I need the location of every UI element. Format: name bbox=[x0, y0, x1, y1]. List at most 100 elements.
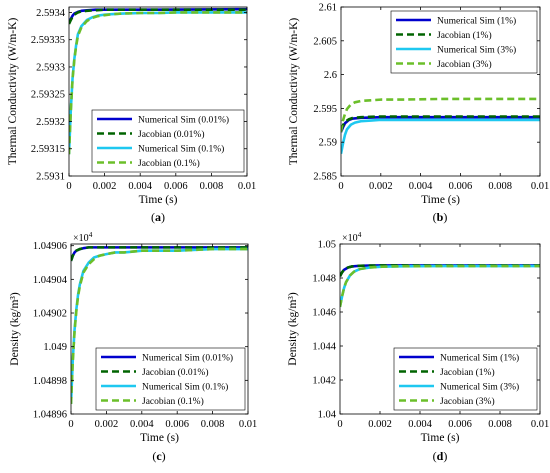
x-tick-label: 0.008 bbox=[488, 181, 512, 192]
y-tick-label: 1.04898 bbox=[33, 376, 67, 387]
axes-frame bbox=[70, 243, 249, 415]
legend-entry-label: Numerical Sim (0.01%) bbox=[142, 353, 233, 364]
y-exponent-label: ×104 bbox=[342, 230, 362, 244]
legend-entry-label: Numerical Sim (0.1%) bbox=[142, 382, 228, 393]
axes-frame bbox=[68, 6, 248, 177]
series-line-4 bbox=[69, 11, 247, 155]
y-axis-label: Density (kg/m³) bbox=[287, 292, 299, 366]
y-tick-label: 2.6 bbox=[324, 70, 337, 81]
legend-entry-label: Jacobian (0.01%) bbox=[138, 129, 204, 140]
legend-entry-label: Numerical Sim (0.1%) bbox=[138, 144, 224, 155]
x-tick-label: 0.008 bbox=[201, 419, 225, 430]
legend-entry-label: Jacobian (3%) bbox=[440, 396, 495, 407]
y-tick-label: 1.04902 bbox=[33, 309, 67, 320]
legend-entry-label: Jacobian (0.1%) bbox=[142, 396, 204, 407]
series-group bbox=[340, 264, 540, 308]
x-tick-label: 0.002 bbox=[369, 181, 393, 192]
series-line-1 bbox=[71, 246, 248, 262]
x-tick-label: 0 bbox=[338, 181, 343, 192]
legend: Numerical Sim (1%) Jacobian (1%) Numerical… bbox=[393, 347, 538, 411]
x-axis-label: Time (s) bbox=[421, 194, 460, 206]
y-axis-label: Thermal Conductivity (W/m-K) bbox=[7, 18, 19, 166]
series-line-2 bbox=[340, 264, 540, 277]
x-tick-label: 0 bbox=[66, 181, 71, 192]
series-line-2 bbox=[341, 115, 540, 131]
x-tick-label: 0.01 bbox=[531, 419, 549, 430]
legend-box bbox=[390, 10, 538, 74]
series-group bbox=[69, 7, 247, 155]
legend-entry-label: Jacobian (3%) bbox=[437, 59, 492, 70]
y-tick-label: 2.5931 bbox=[36, 172, 65, 183]
legend-entry-label: Numerical Sim (0.01%) bbox=[138, 115, 229, 126]
x-tick-label: 0.006 bbox=[165, 419, 189, 430]
series-group bbox=[71, 246, 248, 404]
y-tick-label: 1.04904 bbox=[33, 275, 68, 286]
x-tick-label: 0.002 bbox=[368, 419, 392, 430]
x-tick-label: 0.004 bbox=[130, 419, 154, 430]
y-tick-label: 1.044 bbox=[312, 342, 336, 353]
chart-panel-c: 0 0.002 0.004 0.006 0.008 0.01 1.04896 1.04898 1… bbox=[9, 230, 257, 463]
y-tick-label: 1.042 bbox=[312, 376, 336, 387]
legend-box bbox=[95, 347, 246, 411]
y-tick-label: 2.5934 bbox=[36, 8, 66, 19]
y-tick-label: 2.585 bbox=[313, 172, 337, 183]
x-tick-label: 0 bbox=[68, 419, 73, 430]
x-tick-label: 0.006 bbox=[164, 181, 188, 192]
legend-entry-label: Jacobian (0.01%) bbox=[142, 367, 208, 378]
legend-box bbox=[91, 109, 245, 173]
y-tick-label: 1.049 bbox=[43, 342, 67, 353]
y-tick-label: 2.59315 bbox=[31, 144, 65, 155]
legend: Numerical Sim (0.01%) Jacobian (0.01%) Num… bbox=[91, 109, 245, 173]
y-tick-label: 2.595 bbox=[313, 104, 337, 115]
y-tick-label: 1.05 bbox=[318, 240, 336, 251]
axes-frame bbox=[339, 243, 541, 415]
y-tick-label: 1.048 bbox=[312, 274, 336, 285]
chart-panel-a: 0 0.002 0.004 0.006 0.008 0.01 2.5931 2.59315 2.… bbox=[7, 6, 256, 224]
chart-panel-d: 0 0.002 0.004 0.006 0.008 0.01 1.04 1.042 1.044 1… bbox=[287, 230, 549, 463]
legend: Numerical Sim (1%) Jacobian (1%) Numerical… bbox=[390, 10, 538, 74]
series-group bbox=[341, 97, 540, 154]
series-line-3 bbox=[341, 118, 540, 154]
y-tick-label: 1.04906 bbox=[33, 241, 67, 252]
panel-caption: (a) bbox=[151, 210, 165, 224]
legend-entry-label: Numerical Sim (1%) bbox=[440, 353, 519, 364]
legend: Numerical Sim (0.01%) Jacobian (0.01%) Num… bbox=[95, 347, 246, 411]
panel-caption: (c) bbox=[152, 449, 165, 463]
x-axis-label: Time (s) bbox=[139, 194, 178, 206]
x-axis-label: Time (s) bbox=[421, 432, 460, 444]
x-tick-label: 0.006 bbox=[448, 419, 472, 430]
legend-entry-label: Numerical Sim (1%) bbox=[437, 16, 516, 27]
y-axis-label: Thermal Conductivity (W/m-K) bbox=[288, 18, 300, 166]
y-tick-label: 2.5933 bbox=[36, 62, 65, 73]
panel-caption: (b) bbox=[433, 210, 448, 224]
legend-entry-label: Numerical Sim (3%) bbox=[437, 45, 516, 56]
panel-caption: (d) bbox=[433, 449, 448, 463]
x-tick-label: 0.008 bbox=[200, 181, 224, 192]
x-tick-label: 0.008 bbox=[488, 419, 512, 430]
y-tick-label: 1.046 bbox=[312, 308, 336, 319]
y-tick-label: 2.5932 bbox=[36, 117, 65, 128]
series-line-4 bbox=[71, 247, 248, 404]
legend-entry-label: Jacobian (0.1%) bbox=[138, 158, 200, 169]
y-axis-label: Density (kg/m³) bbox=[9, 292, 21, 366]
x-tick-label: 0.006 bbox=[449, 181, 473, 192]
x-tick-label: 0 bbox=[337, 419, 342, 430]
y-tick-label: 1.04 bbox=[318, 410, 337, 421]
x-tick-label: 0.01 bbox=[238, 181, 256, 192]
y-tick-label: 1.04896 bbox=[33, 410, 67, 421]
x-tick-label: 0.004 bbox=[408, 419, 432, 430]
x-tick-label: 0.002 bbox=[95, 419, 119, 430]
x-axis-label: Time (s) bbox=[140, 432, 179, 444]
x-tick-label: 0.002 bbox=[93, 181, 117, 192]
y-tick-label: 2.61 bbox=[319, 3, 337, 14]
legend-entry-label: Numerical Sim (3%) bbox=[440, 382, 519, 393]
x-tick-label: 0.004 bbox=[128, 181, 152, 192]
y-tick-label: 2.605 bbox=[313, 36, 337, 47]
x-tick-label: 0.01 bbox=[239, 419, 257, 430]
x-tick-label: 0.004 bbox=[409, 181, 433, 192]
legend-entry-label: Jacobian (1%) bbox=[437, 30, 492, 41]
legend-box bbox=[393, 347, 538, 411]
series-line-4 bbox=[341, 97, 540, 133]
legend-entry-label: Jacobian (1%) bbox=[440, 367, 495, 378]
